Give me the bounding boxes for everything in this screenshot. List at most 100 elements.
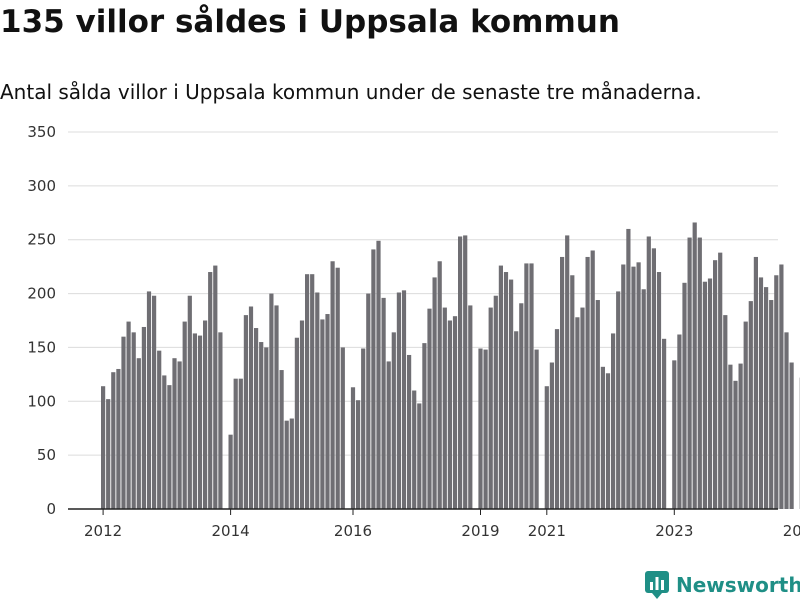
bar bbox=[447, 320, 452, 509]
bar bbox=[233, 378, 238, 509]
bar bbox=[626, 228, 631, 509]
bar bbox=[468, 305, 473, 509]
bar bbox=[646, 236, 651, 510]
bar bbox=[325, 314, 330, 509]
bar bbox=[335, 267, 340, 509]
bar bbox=[662, 338, 667, 509]
bar bbox=[386, 361, 391, 509]
bar bbox=[203, 320, 208, 509]
bar bbox=[422, 343, 427, 509]
bar bbox=[616, 291, 621, 509]
bar bbox=[131, 332, 136, 509]
y-tick-label: 350 bbox=[27, 123, 56, 141]
bar bbox=[340, 347, 345, 509]
bar bbox=[641, 289, 646, 509]
bar bbox=[585, 256, 590, 509]
bar bbox=[197, 335, 203, 509]
bar bbox=[294, 337, 299, 509]
x-tick-label: 2016 bbox=[334, 522, 372, 540]
page-subtitle: Antal sålda villor i Uppsala kommun unde… bbox=[0, 80, 702, 104]
bar bbox=[167, 385, 172, 509]
bar bbox=[570, 275, 575, 509]
bar bbox=[549, 362, 554, 509]
bar bbox=[126, 321, 131, 509]
bar bbox=[350, 387, 356, 509]
bar bbox=[758, 277, 764, 509]
newsworthy-logo: Newsworthy bbox=[644, 570, 800, 600]
bar bbox=[228, 434, 233, 509]
bar bbox=[172, 358, 177, 509]
page-title: 135 villor såldes i Uppsala kommun bbox=[0, 4, 620, 40]
bar bbox=[376, 240, 381, 510]
bar bbox=[697, 237, 702, 509]
bar bbox=[264, 347, 269, 509]
bar bbox=[299, 320, 305, 509]
bar bbox=[651, 248, 656, 509]
bar bbox=[769, 300, 774, 509]
bar bbox=[789, 362, 794, 509]
bar bbox=[315, 292, 320, 509]
bar bbox=[213, 265, 218, 509]
bar bbox=[101, 386, 106, 509]
newsworthy-logo-icon bbox=[645, 571, 669, 599]
x-axis-ticks: 2012 2014 2016 2019 2021 2023 2025 bbox=[84, 509, 800, 540]
bar bbox=[437, 261, 442, 509]
bar bbox=[514, 331, 519, 509]
bar bbox=[361, 348, 366, 509]
bar bbox=[157, 350, 162, 509]
bar bbox=[177, 361, 182, 509]
bar bbox=[774, 275, 779, 509]
x-tick-label: 2012 bbox=[84, 522, 122, 540]
y-tick-label: 0 bbox=[46, 500, 56, 518]
bar bbox=[192, 333, 197, 509]
bar bbox=[152, 295, 157, 509]
bar bbox=[656, 272, 662, 509]
bar bbox=[560, 256, 565, 509]
bar bbox=[289, 418, 294, 509]
bar bbox=[692, 222, 697, 510]
bar bbox=[503, 272, 509, 509]
bar bbox=[519, 303, 524, 509]
bar bbox=[554, 329, 560, 509]
bar bbox=[753, 256, 758, 509]
bar bbox=[417, 403, 422, 509]
bar bbox=[356, 400, 361, 509]
bar bbox=[146, 291, 152, 509]
bar bbox=[116, 368, 121, 509]
bar bbox=[565, 235, 570, 509]
bar bbox=[488, 307, 493, 509]
bar bbox=[274, 305, 279, 509]
y-axis-ticks: 0 50 100 150 200 250 300 350 bbox=[27, 123, 56, 518]
bar bbox=[111, 372, 116, 509]
bar bbox=[733, 380, 738, 509]
bar bbox=[723, 315, 728, 509]
x-tick-label: 2025 bbox=[783, 522, 800, 540]
bar bbox=[320, 319, 325, 509]
bar bbox=[590, 250, 595, 510]
bar bbox=[366, 293, 371, 509]
bar bbox=[458, 236, 463, 510]
bar bbox=[631, 266, 636, 509]
bar bbox=[310, 274, 315, 509]
bar bbox=[248, 306, 254, 509]
bar bbox=[738, 363, 743, 509]
bar bbox=[187, 295, 192, 509]
bar bbox=[687, 237, 692, 509]
bar bbox=[401, 290, 407, 509]
bar bbox=[764, 287, 769, 509]
bar bbox=[279, 370, 284, 509]
bar bbox=[636, 262, 641, 509]
bars bbox=[101, 222, 800, 510]
bar bbox=[238, 378, 243, 509]
bar bbox=[743, 321, 748, 509]
bar bbox=[784, 332, 789, 509]
bar bbox=[498, 265, 503, 509]
bar bbox=[305, 274, 310, 509]
bar bbox=[702, 281, 707, 509]
bar bbox=[141, 326, 146, 509]
bar bbox=[218, 332, 223, 509]
bar bbox=[595, 300, 600, 509]
x-tick-label: 2021 bbox=[528, 522, 566, 540]
y-tick-label: 50 bbox=[37, 446, 56, 464]
bar bbox=[396, 292, 401, 509]
